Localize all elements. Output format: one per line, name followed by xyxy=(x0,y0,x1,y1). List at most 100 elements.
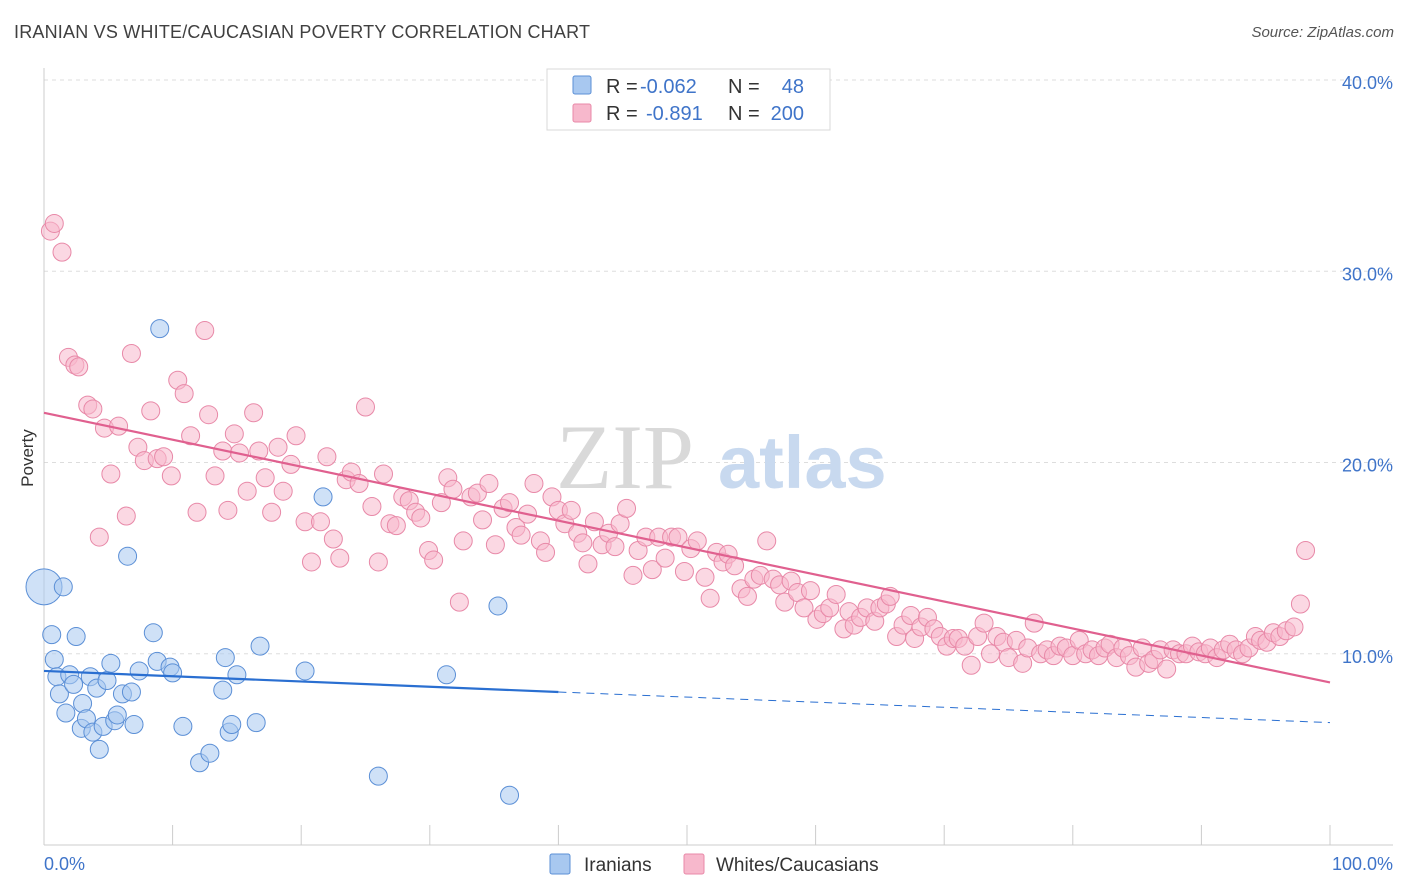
whites-point xyxy=(737,586,757,606)
stats-legend-swatch-iranians xyxy=(572,75,592,95)
whites-point xyxy=(268,437,288,457)
stats-r-label-iranians: R = xyxy=(606,76,638,98)
iranians-point xyxy=(173,716,193,736)
iranians-point xyxy=(101,653,121,673)
stats-n-value-iranians: 48 xyxy=(782,76,804,98)
whites-point xyxy=(449,592,469,612)
whites-point xyxy=(362,496,382,516)
watermark: ZIP atlas xyxy=(556,406,887,508)
iranians-point xyxy=(488,596,508,616)
whites-point xyxy=(273,481,293,501)
iranians-trend-extension xyxy=(558,691,1331,724)
iranians-point xyxy=(500,785,520,805)
whites-point xyxy=(687,531,707,551)
iranians-point xyxy=(49,684,69,704)
stats-legend-box xyxy=(546,68,831,131)
whites-point xyxy=(224,424,244,444)
whites-point xyxy=(775,592,795,612)
whites-point xyxy=(237,481,257,501)
whites-point xyxy=(424,550,444,570)
whites-point xyxy=(605,537,625,557)
whites-point xyxy=(69,357,89,377)
iranians-point xyxy=(64,674,84,694)
whites-point xyxy=(655,548,675,568)
chart-title: IRANIAN VS WHITE/CAUCASIAN POVERTY CORRE… xyxy=(14,22,591,42)
iranians-point xyxy=(200,743,220,763)
whites-point xyxy=(161,466,181,486)
whites-point xyxy=(205,466,225,486)
whites-point xyxy=(255,468,275,488)
whites-point xyxy=(485,535,505,555)
y-tick-label-40: 40.0% xyxy=(1342,73,1393,93)
y-axis-title: Poverty xyxy=(18,429,37,487)
whites-point xyxy=(955,636,975,656)
source-label: Source: ZipAtlas.com xyxy=(1251,24,1394,41)
whites-point xyxy=(52,242,72,262)
iranians-point xyxy=(250,636,270,656)
stats-n-label-iranians: N = xyxy=(728,76,760,98)
stats-legend-swatch-whites xyxy=(572,103,592,123)
x-tick-label-max: 100.0% xyxy=(1332,854,1393,874)
whites-point xyxy=(561,500,581,520)
whites-point xyxy=(500,493,520,513)
whites-point xyxy=(141,401,161,421)
iranians-point xyxy=(215,648,235,668)
watermark-atlas: atlas xyxy=(718,421,887,504)
whites-point xyxy=(330,548,350,568)
iranians-point xyxy=(124,715,144,735)
whites-point xyxy=(642,560,662,580)
whites-point xyxy=(974,613,994,633)
whites-point xyxy=(980,644,1000,664)
whites-point xyxy=(89,527,109,547)
iranians-point xyxy=(89,739,109,759)
iranians-point xyxy=(368,766,388,786)
stats-r-value-whites: -0.891 xyxy=(646,103,703,125)
iranians-point xyxy=(295,661,315,681)
y-tick-label-10: 10.0% xyxy=(1342,647,1393,667)
iranians-point xyxy=(437,665,457,685)
y-tick-label-20: 20.0% xyxy=(1342,456,1393,476)
whites-point xyxy=(1157,659,1177,679)
iranians-point xyxy=(42,625,62,645)
whites-point xyxy=(181,426,201,446)
iranians-point xyxy=(44,649,64,669)
whites-point xyxy=(1296,540,1316,560)
iranians-point xyxy=(121,682,141,702)
whites-point xyxy=(695,567,715,587)
whites-point xyxy=(195,321,215,341)
iranians-points xyxy=(25,319,520,805)
whites-point xyxy=(1024,613,1044,633)
whites-point xyxy=(116,506,136,526)
whites-point xyxy=(794,598,814,618)
whites-point xyxy=(262,502,282,522)
whites-point xyxy=(187,502,207,522)
whites-point xyxy=(249,441,269,461)
iranians-point xyxy=(56,703,76,723)
whites-point xyxy=(121,343,141,363)
whites-point xyxy=(536,542,556,562)
whites-point xyxy=(511,525,531,545)
whites-point xyxy=(101,464,121,484)
iranians-point xyxy=(213,680,233,700)
whites-point xyxy=(578,554,598,574)
grid-lines: 10.0% 20.0% 30.0% 40.0% xyxy=(44,73,1393,667)
whites-point xyxy=(244,403,264,423)
legend-label-iranians: Iranians xyxy=(584,855,652,876)
whites-point xyxy=(700,588,720,608)
whites-point xyxy=(453,531,473,551)
whites-point xyxy=(800,581,820,601)
axes xyxy=(43,68,1393,846)
whites-point xyxy=(286,426,306,446)
stats-legend: R = -0.062 N = 48 R = -0.891 N = 200 xyxy=(546,68,831,131)
iranians-point xyxy=(150,319,170,339)
whites-point xyxy=(479,474,499,494)
whites-point xyxy=(1290,594,1310,614)
stats-r-value-iranians: -0.062 xyxy=(640,76,697,98)
whites-trend-line xyxy=(43,411,1331,684)
iranians-point xyxy=(313,487,333,507)
iranians-point xyxy=(66,627,86,647)
whites-point xyxy=(1284,617,1304,637)
whites-point xyxy=(386,516,406,536)
iranians-point xyxy=(118,546,138,566)
